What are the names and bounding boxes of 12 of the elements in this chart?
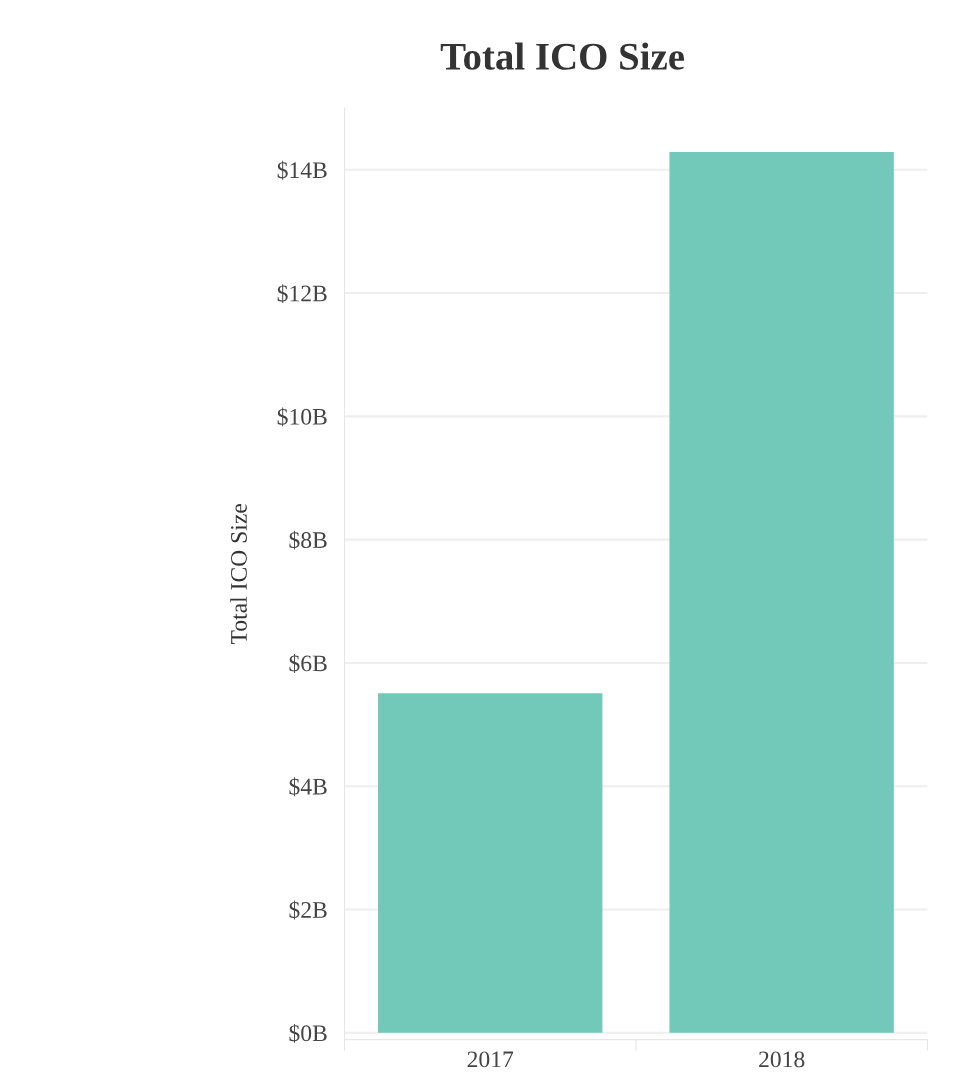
y-tick-label: $14B (277, 160, 327, 180)
x-tick-label: 2017 (467, 1051, 514, 1068)
x-tick-label: 2018 (759, 1051, 805, 1068)
y-tick-label: $8B (289, 530, 327, 550)
y-tick-label: $0B (289, 1023, 327, 1043)
y-axis-title: Total ICO Size (230, 504, 247, 645)
y-tick-label: $10B (277, 407, 327, 427)
y-tick-label: $2B (289, 900, 327, 920)
y-tick-label: $4B (289, 777, 327, 797)
y-tick-label: $6B (289, 654, 327, 673)
chart-title: Total ICO Size (440, 42, 685, 70)
y-tick-label: $12B (277, 284, 327, 304)
